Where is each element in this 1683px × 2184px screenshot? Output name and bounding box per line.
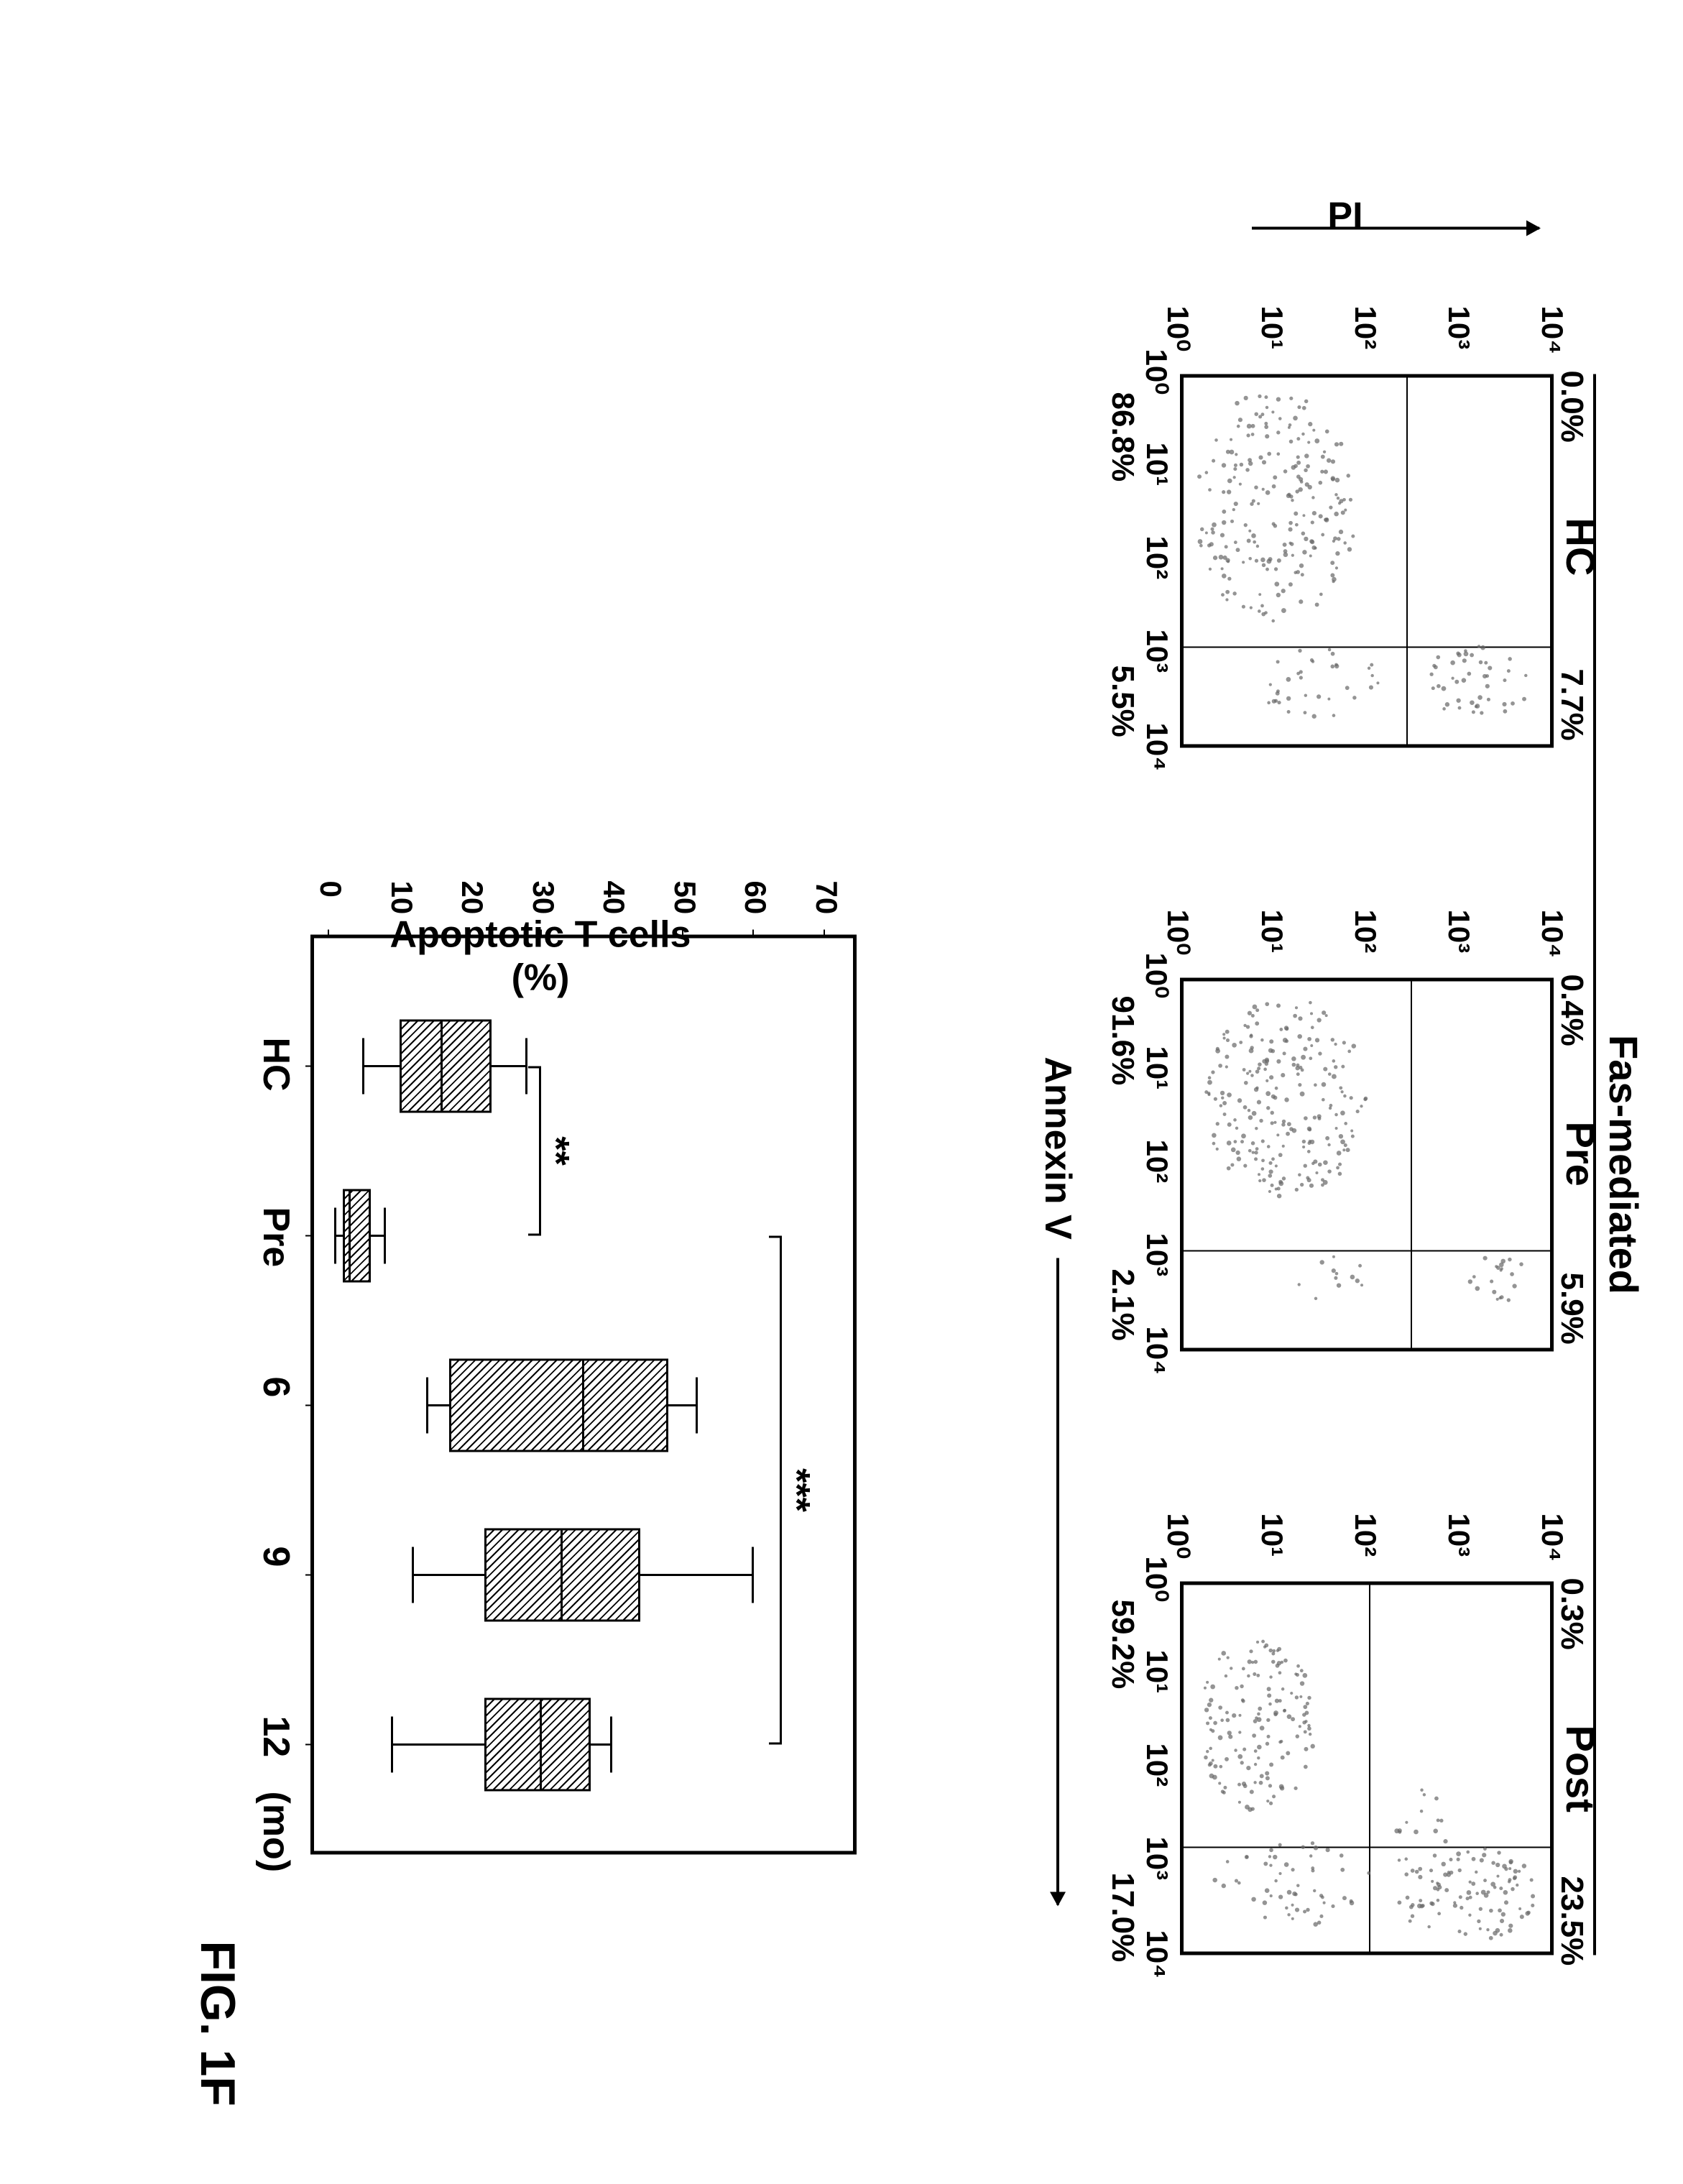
quadrant-ur: 7.7% [1554, 668, 1590, 740]
box-xtick: HC [254, 1037, 298, 1091]
xtick: 10⁴ [1140, 1930, 1174, 1978]
ytick: 10¹ [1255, 1513, 1289, 1557]
ytick: 10² [1348, 305, 1383, 349]
quadrant-ll: 86.8% [1105, 392, 1140, 482]
ytick: 10¹ [1255, 909, 1289, 953]
xtick: 10⁰ [1139, 349, 1174, 395]
quadrant-ul: 0.3% [1554, 1577, 1590, 1649]
ytick: 10³ [1442, 909, 1476, 953]
quadrant-lr: 2.1% [1105, 1268, 1140, 1340]
box-xtick: 12 [254, 1715, 298, 1757]
ytick: 10⁰ [1161, 909, 1196, 955]
quadrant-ll: 91.6% [1105, 995, 1140, 1085]
annexin-arrow [1056, 1258, 1059, 1904]
xtick: 10⁰ [1139, 1556, 1174, 1602]
xtick: 10² [1140, 1139, 1174, 1183]
box-ytick: 0 [313, 880, 348, 897]
box-ytick: 40 [596, 880, 631, 914]
ytick: 10² [1348, 1513, 1383, 1557]
xtick: 10² [1140, 1743, 1174, 1787]
quadrant-ur: 23.5% [1554, 1876, 1590, 1966]
flow-plot [1180, 977, 1554, 1351]
box-ytick: 60 [738, 880, 773, 914]
flow-plot-title: HC [1557, 517, 1604, 576]
boxplot-chart: ***** [310, 934, 857, 1854]
box-xtick: 9 [254, 1546, 298, 1567]
xtick: 10⁰ [1139, 952, 1174, 998]
flow-plot-title: Post [1557, 1725, 1604, 1812]
xtick: 10⁴ [1140, 722, 1174, 771]
ytick: 10⁰ [1161, 305, 1196, 351]
xtick: 10³ [1140, 1836, 1174, 1880]
box-ytick: 30 [526, 880, 561, 914]
box-ytick: 70 [809, 880, 844, 914]
xtick: 10³ [1140, 1232, 1174, 1276]
pi-arrow [1252, 226, 1539, 229]
xtick: 10¹ [1140, 1649, 1174, 1693]
box-xsuffix: (mo) [254, 1791, 298, 1872]
boxplot-ylabel: Apoptotic T cells (%) [361, 913, 720, 999]
xtick: 10³ [1140, 629, 1174, 673]
ytick: 10¹ [1255, 305, 1289, 349]
box-xtick: Pre [254, 1207, 298, 1267]
figure-label: FIG. 1F [190, 1940, 246, 2106]
annexin-axis-label: Annexin V [1036, 1056, 1079, 1239]
ytick: 10³ [1442, 305, 1476, 349]
ytick: 10⁰ [1161, 1513, 1196, 1559]
box [307, 1019, 853, 1112]
pi-axis-label: PI [1317, 194, 1374, 237]
box-ytick: 20 [455, 880, 489, 914]
ytick: 10³ [1442, 1513, 1476, 1557]
flow-plot [1180, 1581, 1554, 1955]
sig-label: *** [775, 1468, 818, 1512]
flow-plot [1180, 374, 1554, 747]
ytick: 10⁴ [1535, 1513, 1569, 1562]
flow-plot-title: Pre [1557, 1121, 1604, 1186]
xtick: 10¹ [1140, 442, 1174, 486]
xtick: 10¹ [1140, 1046, 1174, 1089]
box [307, 1358, 853, 1452]
xtick: 10⁴ [1140, 1326, 1174, 1375]
quadrant-ul: 0.4% [1554, 974, 1590, 1046]
xtick: 10² [1140, 535, 1174, 579]
quadrant-lr: 5.5% [1105, 665, 1140, 737]
box-ytick: 50 [668, 880, 702, 914]
quadrant-ll: 59.2% [1105, 1599, 1140, 1689]
box [307, 1528, 853, 1621]
ytick: 10² [1348, 909, 1383, 953]
sig-label: ** [534, 1136, 577, 1165]
box-ytick: 10 [384, 880, 419, 914]
ytick: 10⁴ [1535, 909, 1569, 958]
quadrant-lr: 17.0% [1105, 1872, 1140, 1962]
ytick: 10⁴ [1535, 305, 1569, 354]
box-xtick: 6 [254, 1376, 298, 1397]
quadrant-ul: 0.0% [1554, 370, 1590, 442]
quadrant-ur: 5.9% [1554, 1272, 1590, 1344]
